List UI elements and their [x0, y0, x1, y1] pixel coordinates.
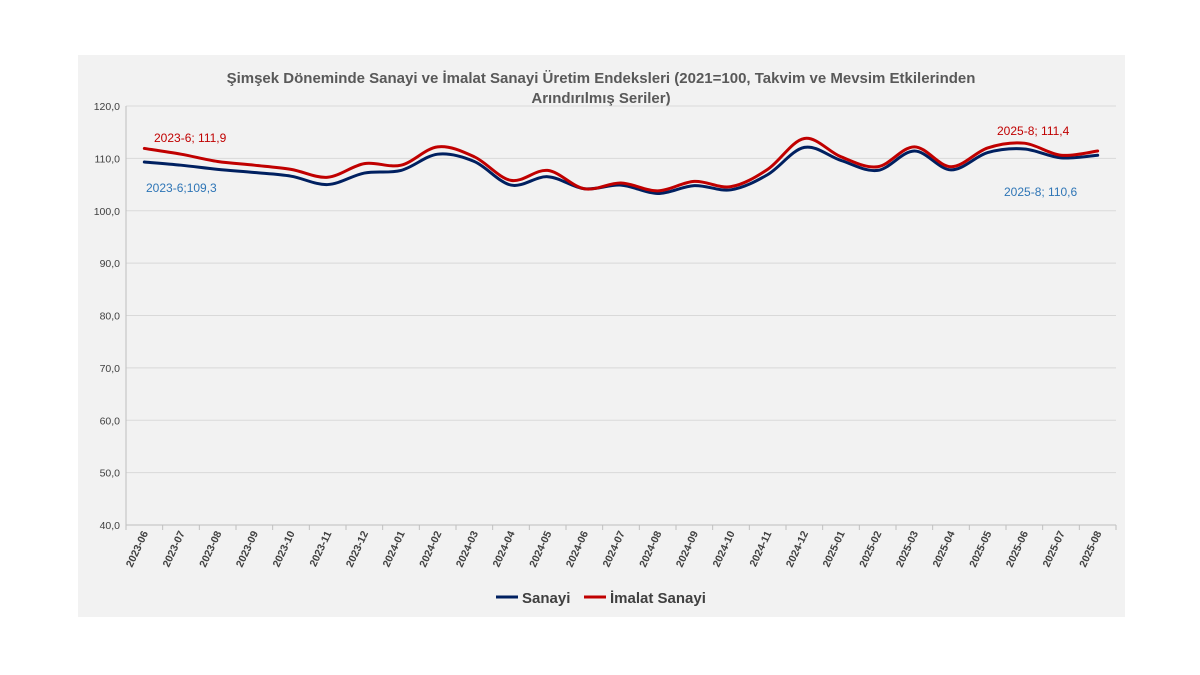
x-tick-label: 2025-05 [967, 529, 994, 569]
x-tick-label: 2023-12 [344, 529, 371, 569]
annotation-sanayi-end: 2025-8; 110,6 [1004, 185, 1077, 199]
y-tick-label: 40,0 [100, 520, 121, 532]
x-tick-label: 2025-07 [1041, 529, 1068, 569]
x-tick-label: 2023-11 [307, 529, 334, 569]
y-tick-label: 70,0 [100, 363, 121, 375]
x-tick-label: 2024-08 [637, 529, 664, 569]
x-tick-label: 2024-03 [454, 529, 481, 569]
y-tick-label: 90,0 [100, 258, 121, 270]
axes [125, 106, 1117, 530]
x-tick-label: 2024-04 [491, 529, 518, 569]
chart-panel: Şimşek Döneminde Sanayi ve İmalat Sanayi… [78, 55, 1125, 617]
y-tick-label: 100,0 [94, 206, 120, 218]
x-tick-label: 2025-03 [894, 529, 921, 569]
chart-title-line-2: Arındırılmış Seriler) [531, 90, 670, 107]
gridlines [126, 105, 1116, 474]
y-tick-label: 80,0 [100, 311, 121, 323]
x-tick-label: 2024-02 [417, 529, 444, 569]
y-axis-ticks: 40,0 50,0 60,0 70,0 80,0 90,0 100,0 110,0 120,0 [94, 101, 120, 532]
x-tick-label: 2023-10 [271, 529, 298, 569]
x-axis-ticks: 2023-06 2023-07 2023-08 2023-09 2023-10 2023-… [124, 529, 1105, 569]
chart-title: Şimşek Döneminde Sanayi ve İmalat Sanayi… [227, 70, 976, 107]
y-tick-label: 50,0 [100, 468, 121, 480]
series-line-imalat [142, 136, 1100, 193]
x-tick-label: 2025-08 [1077, 529, 1104, 569]
x-tick-label: 2024-10 [711, 529, 738, 569]
x-tick-label: 2024-01 [381, 529, 408, 569]
data-annotations: 2023-6; 111,9 2023-6;109,3 2025-8; 111,4… [146, 124, 1077, 199]
legend: Sanayi İmalat Sanayi [496, 590, 706, 607]
series-line-sanayi [142, 145, 1100, 195]
annotation-imalat-start: 2023-6; 111,9 [154, 131, 227, 145]
x-tick-label: 2025-02 [857, 529, 884, 569]
y-tick-label: 60,0 [100, 415, 121, 427]
x-tick-label: 2024-06 [564, 529, 591, 569]
legend-label-sanayi: Sanayi [522, 590, 570, 607]
y-tick-label: 120,0 [94, 101, 120, 113]
annotation-imalat-end: 2025-8; 111,4 [997, 124, 1070, 138]
x-tick-label: 2023-09 [234, 529, 261, 569]
x-tick-label: 2024-05 [527, 529, 554, 569]
x-tick-label: 2025-04 [931, 529, 958, 569]
legend-label-imalat: İmalat Sanayi [610, 590, 706, 607]
chart-title-line-1: Şimşek Döneminde Sanayi ve İmalat Sanayi… [227, 70, 976, 87]
x-tick-label: 2023-06 [124, 529, 151, 569]
annotation-sanayi-start: 2023-6;109,3 [146, 181, 217, 195]
y-tick-label: 110,0 [95, 153, 121, 165]
x-tick-label: 2025-01 [821, 529, 848, 569]
x-tick-label: 2024-12 [784, 529, 811, 569]
series-lines [142, 136, 1100, 195]
line-chart: Şimşek Döneminde Sanayi ve İmalat Sanayi… [94, 70, 1117, 607]
x-tick-label: 2024-09 [674, 529, 701, 569]
x-tick-label: 2025-06 [1004, 529, 1031, 569]
x-tick-label: 2024-07 [601, 529, 628, 569]
x-tick-label: 2023-08 [197, 529, 224, 569]
x-tick-label: 2024-11 [747, 529, 774, 569]
x-tick-label: 2023-07 [161, 529, 188, 569]
